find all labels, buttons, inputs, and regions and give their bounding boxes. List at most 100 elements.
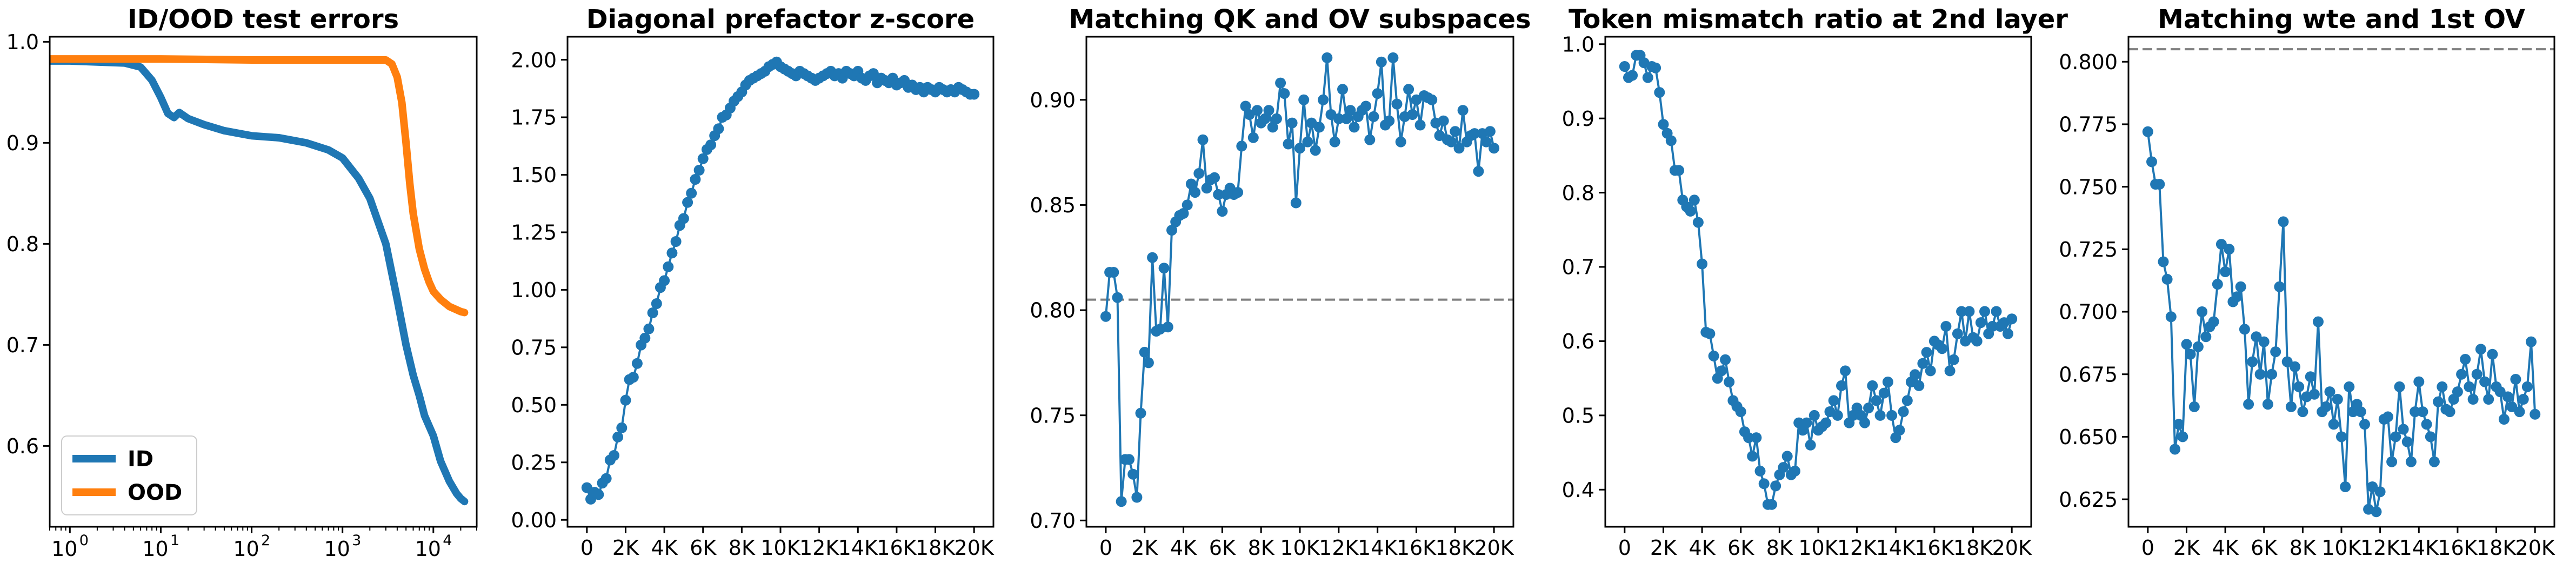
y-tick-label: 0.80 bbox=[1030, 299, 1076, 323]
data-point bbox=[2405, 456, 2417, 467]
data-point bbox=[2173, 419, 2185, 430]
data-point bbox=[1318, 94, 1329, 105]
data-point bbox=[2394, 381, 2405, 392]
data-point bbox=[1790, 465, 1800, 477]
data-point bbox=[2297, 406, 2308, 418]
data-point bbox=[1805, 439, 1816, 451]
data-point bbox=[2197, 306, 2208, 317]
data-point bbox=[1197, 134, 1209, 145]
y-tick-label: 0.75 bbox=[511, 336, 557, 360]
data-point bbox=[2433, 396, 2444, 407]
data-point bbox=[639, 332, 651, 344]
x-tick-label: 16K bbox=[1397, 536, 1437, 560]
data-point bbox=[1781, 451, 1793, 462]
data-point bbox=[2308, 388, 2320, 400]
data-point bbox=[1143, 357, 1154, 368]
y-tick-label: 0.75 bbox=[1030, 404, 1076, 427]
x-tick-label: 16K bbox=[1914, 536, 1954, 560]
data-point bbox=[616, 422, 628, 433]
data-point bbox=[1878, 387, 1890, 399]
data-point bbox=[659, 275, 670, 286]
data-point bbox=[1407, 109, 1418, 120]
x-tick-label: 2K bbox=[2173, 536, 2200, 560]
series-1 bbox=[581, 56, 980, 505]
data-point bbox=[1948, 354, 1959, 365]
data-point bbox=[2270, 346, 2281, 358]
data-point bbox=[1937, 343, 1948, 354]
data-point bbox=[1341, 113, 1352, 124]
series-line bbox=[2146, 130, 2537, 513]
data-point bbox=[1414, 119, 1426, 131]
data-point bbox=[2185, 348, 2196, 360]
x-tick-label-exponent: 1 bbox=[170, 532, 179, 549]
data-point bbox=[2483, 394, 2494, 405]
x-tick-label: 0 bbox=[580, 536, 593, 560]
data-point bbox=[2235, 281, 2246, 292]
data-point bbox=[1808, 410, 1820, 421]
data-point bbox=[2278, 216, 2289, 227]
data-point bbox=[1484, 126, 1496, 137]
data-point bbox=[2247, 356, 2258, 367]
data-point bbox=[2170, 444, 2180, 455]
chart-panel-4: Token mismatch ratio at 2nd layer 0.4 0.5 0… bbox=[1562, 4, 2068, 560]
series-1 bbox=[2142, 126, 2541, 518]
data-point bbox=[2510, 374, 2521, 385]
chart-title: Matching wte and 1st OV bbox=[2158, 4, 2525, 35]
data-point bbox=[2231, 291, 2243, 303]
data-point bbox=[969, 89, 980, 100]
data-point bbox=[2313, 316, 2324, 327]
y-tick-label: 1.0 bbox=[6, 30, 39, 54]
data-point bbox=[1901, 395, 1913, 406]
data-point bbox=[2410, 406, 2421, 418]
y-tick-label: 0.800 bbox=[2059, 50, 2118, 74]
data-point bbox=[2383, 411, 2393, 423]
data-point bbox=[1987, 321, 1998, 332]
data-point bbox=[1778, 462, 1789, 473]
x-tick-label: 14K bbox=[1358, 536, 1398, 560]
data-point bbox=[628, 372, 639, 383]
data-point bbox=[2243, 399, 2254, 410]
data-point bbox=[2425, 431, 2436, 442]
data-point bbox=[1979, 306, 1990, 317]
x-tick-label: 18K bbox=[1436, 536, 1476, 560]
data-point bbox=[1127, 468, 1139, 480]
data-point bbox=[2386, 456, 2398, 467]
y-tick-label: 1.25 bbox=[511, 221, 557, 245]
legend-label-id: ID bbox=[128, 447, 154, 472]
data-point bbox=[2530, 408, 2541, 420]
y-tick-label: 0.00 bbox=[511, 508, 557, 532]
data-point bbox=[2471, 368, 2482, 380]
data-point bbox=[1751, 432, 1762, 444]
y-tick-label: 0.8 bbox=[6, 232, 39, 256]
x-tick-label: 20K bbox=[1992, 536, 2032, 560]
data-point bbox=[1801, 417, 1812, 428]
y-tick-label: 0.8 bbox=[1562, 181, 1594, 205]
x-tick-label: 12K bbox=[2360, 536, 2400, 560]
data-point bbox=[2460, 354, 2471, 365]
x-tick-label: 20K bbox=[1474, 536, 1514, 560]
y-tick-label: 0.775 bbox=[2059, 113, 2118, 137]
y-tick-label: 0.625 bbox=[2059, 488, 2118, 512]
data-point bbox=[1716, 365, 1727, 377]
data-point bbox=[1991, 306, 2002, 317]
data-point bbox=[1391, 98, 1403, 110]
data-point bbox=[2479, 376, 2491, 387]
data-point bbox=[1658, 119, 1669, 130]
data-point bbox=[2003, 328, 2013, 339]
data-point bbox=[1642, 72, 1653, 83]
data-point bbox=[1271, 113, 1282, 124]
data-point bbox=[1692, 217, 1704, 228]
x-tick-label: 16K bbox=[877, 536, 917, 560]
data-point bbox=[867, 68, 879, 79]
y-tick-label: 0.700 bbox=[2059, 300, 2118, 324]
data-point bbox=[1665, 135, 1677, 146]
data-point bbox=[1917, 358, 1928, 369]
x-tick-label: 4K bbox=[2212, 536, 2239, 560]
data-point bbox=[620, 394, 631, 406]
data-point bbox=[697, 153, 709, 164]
data-point bbox=[2258, 336, 2270, 347]
data-point bbox=[2158, 256, 2169, 267]
data-point bbox=[1836, 380, 1847, 391]
data-point bbox=[1828, 395, 1839, 406]
